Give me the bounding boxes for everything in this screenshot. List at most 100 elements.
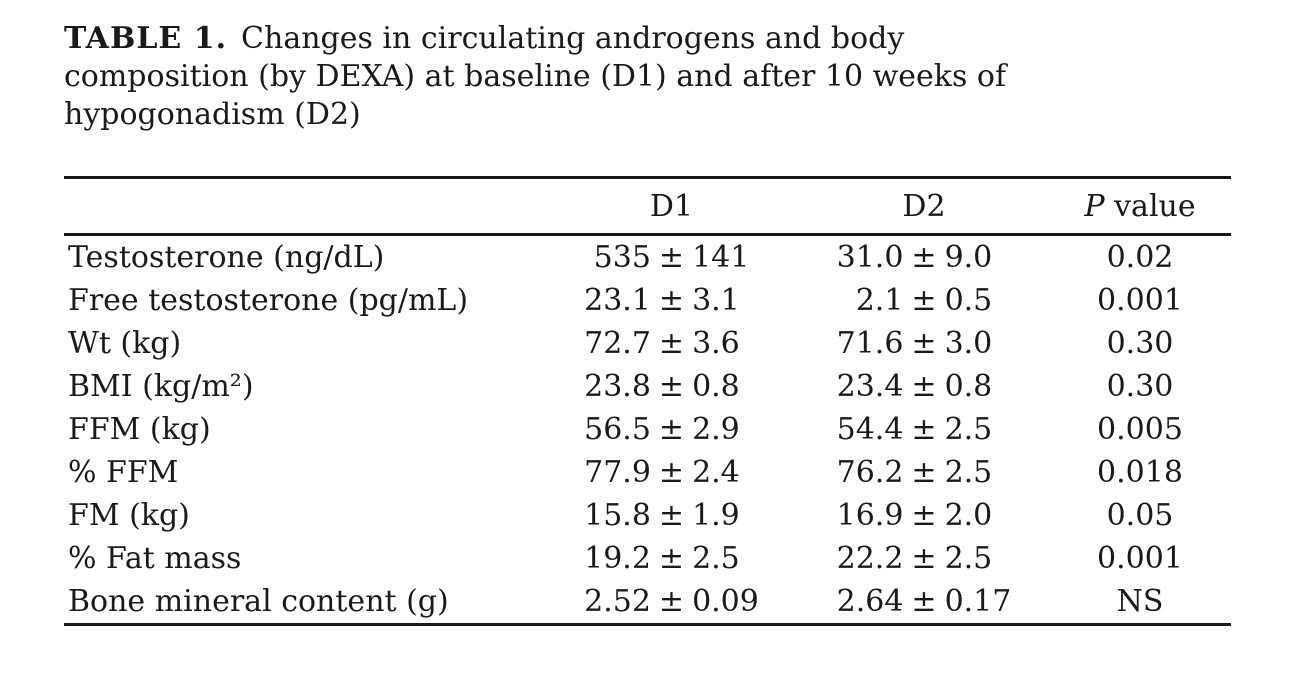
- d2-sd: 0.17: [944, 584, 1012, 619]
- table-caption: TABLE 1. Changes in circulating androgens…: [64, 20, 1231, 134]
- d2-mean: 16.9: [836, 498, 904, 533]
- table-row: FFM (kg) 56.5 ± 2.9 54.4 ± 2.5 0.005: [64, 408, 1231, 451]
- table-body: Testosterone (ng/dL) 535 ± 141 31.0 ± 9.…: [64, 236, 1231, 623]
- table-caption-line1: Changes in circulating androgens and bod…: [241, 21, 905, 56]
- pvalue-cell: 0.018: [1097, 455, 1183, 490]
- plus-minus-sign: ±: [658, 369, 685, 404]
- pvalue-cell: 0.02: [1106, 240, 1174, 275]
- d2-sd: 0.5: [944, 283, 993, 318]
- column-header-pvalue: P value: [1049, 189, 1231, 224]
- d2-mean: 23.4: [836, 369, 904, 404]
- table-row: Free testosterone (pg/mL) 23.1 ± 3.1 2.1…: [64, 279, 1231, 322]
- table-caption-line3: hypogonadism (D2): [64, 97, 361, 132]
- table-row: Testosterone (ng/dL) 535 ± 141 31.0 ± 9.…: [64, 236, 1231, 279]
- d1-value-cell: 535 ± 141: [544, 240, 799, 275]
- pvalue-cell: 0.30: [1106, 369, 1174, 404]
- d2-value-cell: 2.1 ± 0.5: [799, 283, 1049, 318]
- table-row: FM (kg) 15.8 ± 1.9 16.9 ± 2.0 0.05: [64, 494, 1231, 537]
- pvalue-cell: NS: [1116, 584, 1164, 619]
- table-row: Bone mineral content (g) 2.52 ± 0.09 2.6…: [64, 580, 1231, 623]
- table-header-row: D1 D2 P value: [64, 179, 1231, 236]
- row-label: % FFM: [68, 455, 179, 490]
- plus-minus-sign: ±: [658, 584, 685, 619]
- d2-value-cell: 16.9 ± 2.0: [799, 498, 1049, 533]
- d2-mean: 31.0: [836, 240, 904, 275]
- d1-mean: 15.8: [584, 498, 651, 533]
- plus-minus-sign: ±: [911, 541, 937, 576]
- table-row: % FFM 77.9 ± 2.4 76.2 ± 2.5 0.018: [64, 451, 1231, 494]
- d2-value-cell: 76.2 ± 2.5: [799, 455, 1049, 490]
- d1-mean: 535: [593, 240, 651, 275]
- pvalue-word: value: [1114, 188, 1196, 224]
- table-caption-line2: composition (by DEXA) at baseline (D1) a…: [64, 59, 1007, 94]
- d1-value-cell: 2.52 ± 0.09: [544, 584, 799, 619]
- d1-value-cell: 77.9 ± 2.4: [544, 455, 799, 490]
- plus-minus-sign: ±: [911, 412, 937, 447]
- plus-minus-sign: ±: [658, 326, 685, 361]
- row-label: Wt (kg): [68, 326, 182, 361]
- d1-mean: 2.52: [584, 584, 651, 619]
- d1-mean: 72.7: [584, 326, 651, 361]
- d2-value-cell: 22.2 ± 2.5: [799, 541, 1049, 576]
- d2-sd: 9.0: [944, 240, 993, 275]
- d2-value-cell: 31.0 ± 9.0: [799, 240, 1049, 275]
- plus-minus-sign: ±: [911, 455, 937, 490]
- d1-mean: 56.5: [584, 412, 651, 447]
- plus-minus-sign: ±: [658, 498, 685, 533]
- column-header-d1: D1: [649, 188, 694, 224]
- d2-mean: 54.4: [836, 412, 904, 447]
- plus-minus-sign: ±: [911, 240, 937, 275]
- pvalue-cell: 0.30: [1106, 326, 1174, 361]
- d1-sd: 3.6: [692, 326, 740, 361]
- row-label: BMI (kg/m²): [68, 369, 254, 404]
- plus-minus-sign: ±: [658, 455, 685, 490]
- row-label: % Fat mass: [68, 541, 242, 576]
- d2-sd: 2.0: [944, 498, 993, 533]
- pvalue-cell: 0.05: [1106, 498, 1174, 533]
- d1-value-cell: 72.7 ± 3.6: [544, 326, 799, 361]
- d2-sd: 2.5: [944, 412, 993, 447]
- d2-sd: 0.8: [944, 369, 993, 404]
- d1-value-cell: 23.1 ± 3.1: [544, 283, 799, 318]
- plus-minus-sign: ±: [658, 412, 685, 447]
- plus-minus-sign: ±: [658, 283, 685, 318]
- d2-value-cell: 71.6 ± 3.0: [799, 326, 1049, 361]
- plus-minus-sign: ±: [658, 240, 685, 275]
- row-label: FFM (kg): [68, 412, 211, 447]
- d2-sd: 2.5: [944, 455, 993, 490]
- d2-mean: 2.1: [855, 283, 904, 318]
- pvalue-cell: 0.005: [1097, 412, 1183, 447]
- d1-mean: 23.1: [584, 283, 651, 318]
- row-label: Testosterone (ng/dL): [68, 240, 385, 275]
- d1-sd: 0.8: [692, 369, 740, 404]
- plus-minus-sign: ±: [911, 369, 937, 404]
- row-label: Bone mineral content (g): [68, 584, 449, 619]
- d2-mean: 76.2: [836, 455, 904, 490]
- d2-mean: 22.2: [836, 541, 904, 576]
- d1-value-cell: 23.8 ± 0.8: [544, 369, 799, 404]
- d1-sd: 1.9: [692, 498, 740, 533]
- d1-sd: 2.9: [692, 412, 740, 447]
- d1-sd: 0.09: [692, 584, 759, 619]
- pvalue-cell: 0.001: [1097, 541, 1183, 576]
- d2-mean: 2.64: [836, 584, 904, 619]
- d2-value-cell: 2.64 ± 0.17: [799, 584, 1049, 619]
- column-header-d2: D2: [902, 188, 946, 224]
- d1-sd: 2.5: [692, 541, 740, 576]
- plus-minus-sign: ±: [911, 584, 937, 619]
- d1-sd: 141: [692, 240, 750, 275]
- d1-value-cell: 15.8 ± 1.9: [544, 498, 799, 533]
- d1-value-cell: 19.2 ± 2.5: [544, 541, 799, 576]
- row-label: Free testosterone (pg/mL): [68, 283, 469, 318]
- paper-table-figure: TABLE 1. Changes in circulating androgens…: [64, 20, 1231, 626]
- table-caption-label: TABLE 1.: [64, 21, 228, 56]
- table-row: Wt (kg) 72.7 ± 3.6 71.6 ± 3.0 0.30: [64, 322, 1231, 365]
- d2-mean: 71.6: [836, 326, 904, 361]
- d2-sd: 3.0: [944, 326, 993, 361]
- plus-minus-sign: ±: [911, 283, 937, 318]
- plus-minus-sign: ±: [911, 498, 937, 533]
- d1-mean: 19.2: [584, 541, 651, 576]
- row-label: FM (kg): [68, 498, 190, 533]
- table-row: BMI (kg/m²) 23.8 ± 0.8 23.4 ± 0.8 0.30: [64, 365, 1231, 408]
- d1-value-cell: 56.5 ± 2.9: [544, 412, 799, 447]
